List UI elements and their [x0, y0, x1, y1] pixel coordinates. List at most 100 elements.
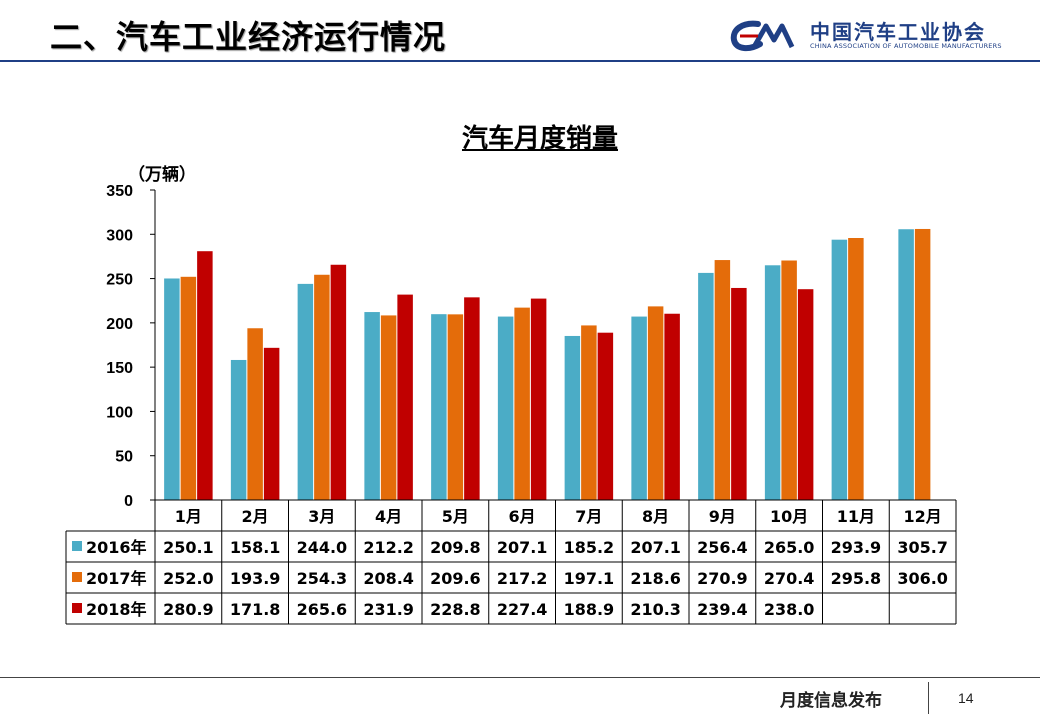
data-label: 185.2: [564, 538, 615, 557]
bar: [330, 264, 347, 500]
bar: [497, 316, 514, 500]
bar: [664, 313, 680, 500]
y-tick-label: 100: [106, 404, 133, 421]
bar: [781, 260, 797, 500]
data-label: 207.1: [497, 538, 548, 557]
data-label: 231.9: [363, 600, 414, 619]
data-label: 306.0: [897, 569, 948, 588]
bar: [530, 298, 547, 500]
data-label: 238.0: [764, 600, 815, 619]
data-label: 280.9: [163, 600, 214, 619]
footer-separator: [928, 682, 929, 714]
bar-layer: [164, 228, 931, 501]
data-table: 1月 2月 3月 4月 5月 6月 7月 8月 9月 10月 11月 12月 2016年 250.1 158…: [65, 499, 957, 625]
bar: [514, 307, 530, 500]
data-label: 270.9: [697, 569, 748, 588]
bar: [464, 297, 480, 500]
bar: [380, 315, 397, 500]
bar: [698, 272, 714, 500]
bar: [197, 251, 213, 500]
category-label: 7月: [575, 507, 602, 526]
legend-swatch: [72, 541, 82, 551]
data-label: 209.8: [430, 538, 481, 557]
data-label: 254.3: [297, 569, 348, 588]
bar: [764, 265, 781, 500]
y-tick-label: 350: [106, 183, 133, 200]
bar: [364, 312, 380, 500]
data-label: 250.1: [163, 538, 214, 557]
data-label: 208.4: [363, 569, 414, 588]
data-label: 265.6: [297, 600, 348, 619]
y-tick-label: 0: [124, 493, 133, 510]
logo-name: 中国汽车工业协会: [810, 20, 986, 44]
logo-english-name: CHINA ASSOCIATION OF AUTOMOBILE MANUFACT…: [810, 42, 1002, 50]
y-axis-unit: （万辆）: [128, 165, 196, 185]
category-label: 4月: [375, 507, 402, 526]
bar: [914, 228, 931, 500]
category-label: 6月: [509, 507, 536, 526]
legend-label: 2018年: [86, 600, 147, 619]
bar: [731, 287, 747, 500]
header-divider: [0, 60, 1040, 62]
data-label: 217.2: [497, 569, 548, 588]
data-label: 193.9: [230, 569, 281, 588]
y-tick-label: 300: [106, 227, 133, 244]
footer-divider: [0, 677, 1040, 678]
category-label: 8月: [642, 507, 669, 526]
data-label: 239.4: [697, 600, 748, 619]
y-tick-label: 200: [106, 316, 133, 333]
legend-swatch: [72, 572, 82, 582]
bar: [647, 306, 664, 500]
bar: [397, 294, 413, 500]
bar: [230, 359, 247, 500]
category-label: 11月: [837, 507, 875, 526]
category-label: 5月: [442, 507, 469, 526]
page-number: 14: [958, 690, 974, 706]
bar: [180, 276, 197, 500]
data-label: 293.9: [831, 538, 882, 557]
data-label: 295.8: [831, 569, 882, 588]
caam-logo-mark: [730, 20, 795, 52]
data-label: 218.6: [630, 569, 681, 588]
data-label: 210.3: [630, 600, 681, 619]
y-tick-label: 150: [106, 360, 133, 377]
data-label: 212.2: [363, 538, 414, 557]
data-label: 227.4: [497, 600, 548, 619]
category-label: 9月: [709, 507, 736, 526]
bar: [564, 335, 581, 500]
bar: [631, 316, 647, 500]
bar: [297, 283, 314, 500]
bar: [597, 332, 614, 500]
data-label: 209.6: [430, 569, 481, 588]
legend-label: 2016年: [86, 538, 147, 557]
category-label: 2月: [242, 507, 269, 526]
data-label: 265.0: [764, 538, 815, 557]
slide-title: 二、汽车工业经济运行情况: [50, 18, 447, 56]
y-tick-label: 50: [115, 449, 133, 466]
category-label: 12月: [903, 507, 941, 526]
bar: [714, 260, 731, 500]
bar: [797, 289, 814, 500]
bar: [581, 325, 597, 500]
data-label: 171.8: [230, 600, 281, 619]
bar: [314, 274, 330, 500]
footer-text: 月度信息发布: [780, 691, 882, 711]
bar: [898, 229, 914, 501]
category-label: 3月: [308, 507, 335, 526]
chart-title: 汽车月度销量: [461, 124, 618, 154]
data-label: 256.4: [697, 538, 748, 557]
data-label: 244.0: [297, 538, 348, 557]
data-label: 305.7: [897, 538, 948, 557]
bar: [831, 239, 848, 500]
bar: [164, 278, 180, 500]
bar: [263, 347, 280, 500]
data-label: 197.1: [564, 569, 615, 588]
data-label: 188.9: [564, 600, 615, 619]
y-tick-label: 250: [106, 272, 133, 289]
category-label: 1月: [175, 507, 202, 526]
legend-swatch: [72, 603, 82, 613]
data-label: 252.0: [163, 569, 214, 588]
data-label: 228.8: [430, 600, 481, 619]
category-label: 10月: [770, 507, 808, 526]
